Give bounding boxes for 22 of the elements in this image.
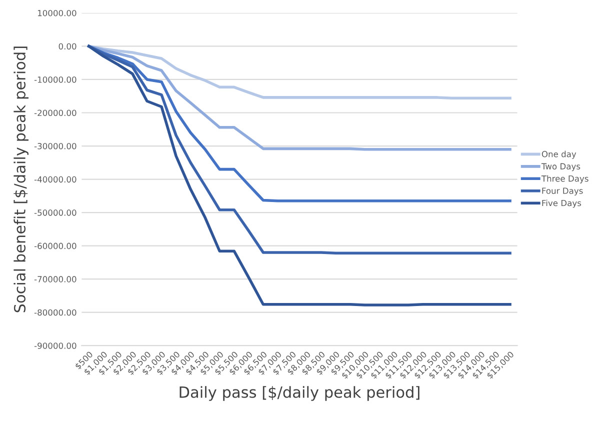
y-tick-label: 0.00 <box>58 43 76 50</box>
y-axis-title: Social benefit [$/daily peak period] <box>14 46 28 312</box>
y-tick-label: -80000.00 <box>34 309 76 316</box>
legend-label: Three Days <box>541 175 588 184</box>
y-tick-label: -40000.00 <box>34 176 76 183</box>
y-tick-label: -90000.00 <box>34 342 76 349</box>
y-tick-label: -50000.00 <box>34 210 76 216</box>
y-tick-label: -20000.00 <box>34 110 76 116</box>
legend-label: One day <box>542 150 576 159</box>
y-tick-label: -60000.00 <box>34 242 76 250</box>
line-series <box>88 44 512 100</box>
legend-label: Five Days <box>542 200 582 208</box>
legend-label: Two Days <box>541 163 580 172</box>
y-tick-label: -70000.00 <box>34 276 76 282</box>
legend-label: Four Days <box>542 188 583 196</box>
x-axis-title: Daily pass [$/daily peak period] <box>180 386 420 401</box>
y-tick-label: -30000.00 <box>34 142 76 150</box>
line-series <box>88 44 512 151</box>
line-series <box>88 44 512 306</box>
y-tick-label: 10000.00 <box>38 10 76 16</box>
line-series <box>88 44 512 255</box>
y-tick-label: -10000.00 <box>34 76 76 83</box>
